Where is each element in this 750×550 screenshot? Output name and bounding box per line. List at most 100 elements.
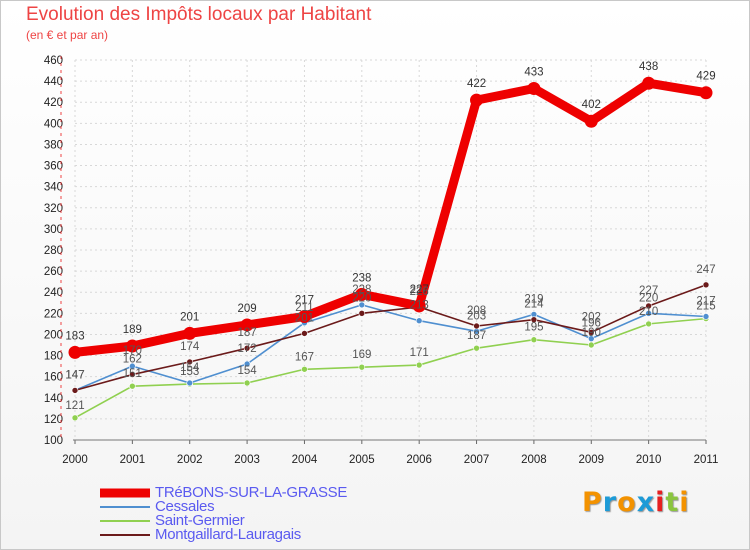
legend-swatch-montgaillard [100,534,150,536]
x-tick-label: 2008 [521,454,547,466]
data-label: 202 [582,311,601,323]
logo-letter: P [582,487,603,518]
data-label: 121 [65,400,84,412]
data-point [71,387,79,394]
data-point [183,326,197,340]
data-label: 433 [524,67,543,79]
data-point [415,361,423,369]
data-point [243,344,251,352]
logo-letter: t [665,487,680,518]
data-point [699,86,713,100]
data-label: 220 [639,292,658,304]
logo-letter: i [655,487,666,518]
series-line-2 [74,317,707,419]
data-point [129,362,136,370]
data-label: 147 [65,369,84,381]
y-tick-label: 260 [44,266,63,278]
data-label: 422 [467,78,486,90]
data-point [530,336,538,344]
y-tick-label: 280 [44,245,63,257]
data-point [587,329,595,336]
data-label: 213 [410,300,429,312]
x-tick-label: 2006 [406,454,432,466]
data-point [584,114,598,128]
data-point [129,371,136,378]
chart-subtitle: (en € et par an) [26,28,109,42]
legend-swatch-saint-germier [100,520,150,522]
x-tick-label: 2000 [62,454,88,466]
proxiti-logo: Proxiti [582,487,690,518]
data-label: 190 [582,327,601,339]
data-label: 219 [524,293,543,305]
legend-swatch-trebons [100,488,150,498]
data-point [642,76,656,90]
data-point [186,379,194,387]
x-tick-label: 2003 [234,454,260,466]
data-label: 214 [524,299,544,311]
logo-letter: r [602,487,618,518]
data-label: 438 [639,61,658,73]
data-label: 228 [352,284,371,296]
x-tick-label: 2009 [578,454,604,466]
data-point [587,341,595,349]
data-point [473,322,480,330]
series-line-1 [74,304,707,392]
data-label: 172 [237,343,256,355]
data-label: 201 [295,312,314,324]
logo-letter: x [636,487,656,518]
y-tick-label: 320 [44,203,63,215]
data-point [71,414,79,422]
y-tick-label: 120 [44,414,63,426]
data-point [186,358,194,366]
data-label: 208 [467,305,486,317]
y-tick-label: 380 [44,139,63,151]
data-point [301,330,308,337]
data-label: 171 [410,347,429,359]
y-tick-label: 340 [44,182,63,194]
data-point [470,93,484,107]
x-tick-label: 2005 [349,454,375,466]
y-tick-label: 440 [44,76,63,88]
data-label: 153 [180,366,199,378]
y-tick-label: 400 [44,118,63,130]
data-label: 429 [696,71,715,83]
data-point [355,287,369,301]
data-label: 211 [295,302,313,314]
data-label: 247 [696,264,715,276]
data-label: 174 [180,341,200,353]
legend-label-saint-germier: Saint-Germier [155,512,245,529]
data-label: 238 [352,272,371,284]
data-label: 210 [639,306,658,318]
data-point [412,299,426,313]
data-label: 201 [180,311,199,323]
x-tick-label: 2007 [464,454,490,466]
data-point [301,365,308,373]
data-point [358,363,366,371]
data-point [702,313,710,320]
data-label: 209 [237,303,256,315]
data-label: 189 [123,324,142,336]
logo-letter: i [679,487,690,518]
x-tick-label: 2011 [694,454,719,466]
data-point [645,302,652,310]
logo-letter: o [617,487,637,518]
y-tick-label: 300 [44,224,63,236]
data-label: 402 [582,99,601,111]
data-label: 195 [524,322,543,334]
data-label: 169 [352,349,371,361]
data-label: 217 [696,296,715,308]
x-tick-label: 2010 [636,454,662,466]
y-tick-label: 360 [44,161,63,173]
data-point [645,320,652,328]
x-tick-label: 2004 [292,454,318,466]
legend-label-trebons: TRéBONS-SUR-LA-GRASSE [155,484,348,501]
data-point [297,310,311,323]
data-point [243,379,251,387]
series-line-0 [70,78,711,357]
data-point [415,317,423,325]
data-point [587,335,595,342]
legend-label-montgaillard: Montgaillard-Lauragais [155,526,301,543]
y-tick-label: 180 [44,351,63,363]
